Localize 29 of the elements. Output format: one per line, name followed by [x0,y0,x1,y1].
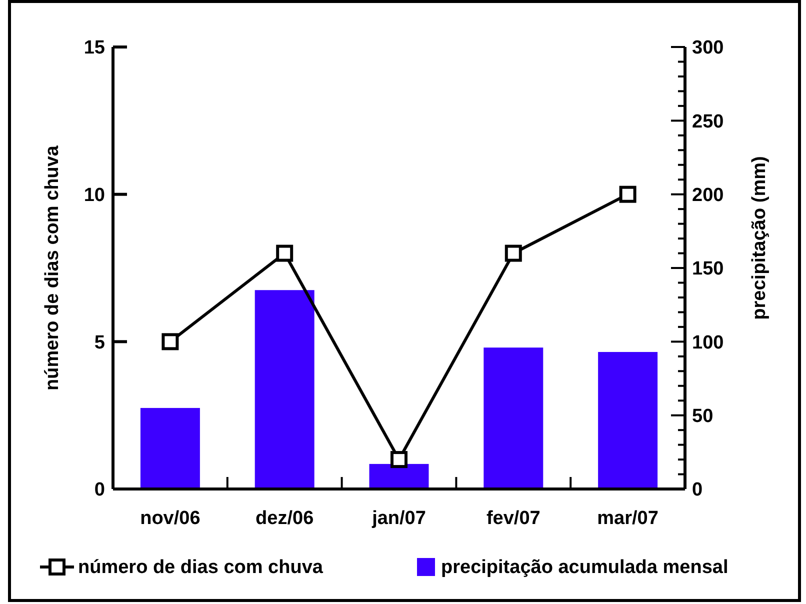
point [390,451,408,468]
y-tick-label: 10 [84,184,105,206]
point [162,333,179,350]
y2-tick-label: 150 [692,258,724,280]
y2-tick-label: 50 [692,406,714,427]
point [276,244,294,262]
y2-tick-label: 300 [692,38,724,59]
point [504,244,522,262]
y2-tick-label: 200 [692,184,724,206]
y2-tick-label: 100 [692,332,724,354]
y2-axis-title: precipitação (mm) [749,156,770,320]
x-tick-label: fev/07 [486,508,540,529]
point [619,186,636,203]
y-tick-label: 15 [84,38,106,59]
x-tick-label: nov/06 [140,508,200,529]
bar [598,352,658,489]
y-tick-label: 5 [94,332,106,354]
y-axis-title: número de dias com chuva [42,145,63,390]
y2-tick-label: 250 [692,111,724,132]
bar [254,290,314,489]
y-tick-label: 0 [94,480,105,501]
x-tick-label: mar/07 [597,508,658,529]
x-tick-label: dez/06 [256,508,314,529]
legend-label: número de dias com chuva [78,557,324,578]
bar [140,408,200,489]
x-tick-label: jan/07 [371,508,426,529]
y2-tick-label: 0 [692,480,703,501]
bar [484,348,544,489]
legend-label: precipitação acumulada mensal [441,557,728,578]
